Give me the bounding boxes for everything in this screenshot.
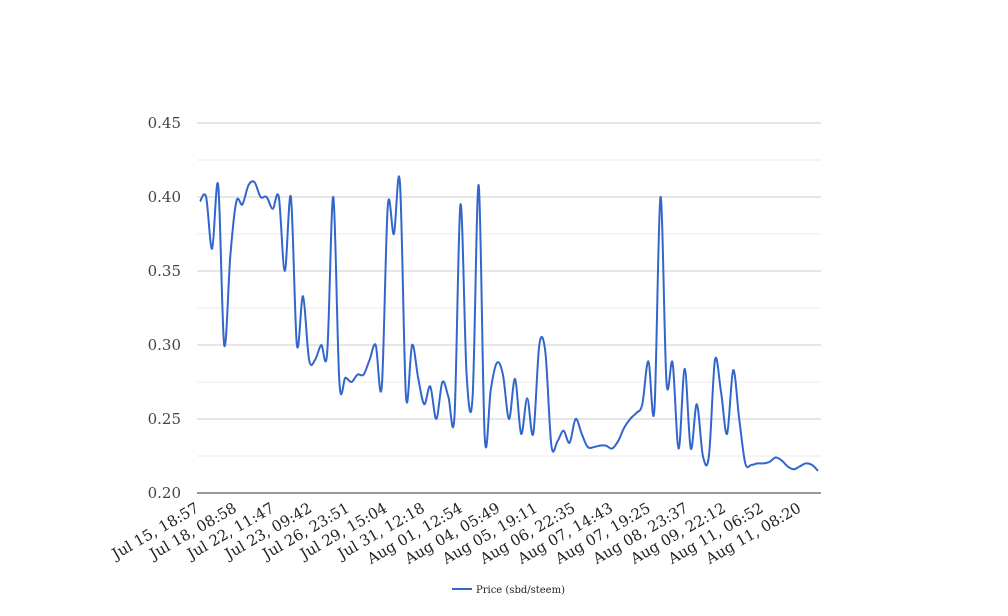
series-lines [199,175,819,472]
y-axis-tick-labels: 0.20 0.25 0.30 0.35 0.40 0.45 [148,114,181,502]
legend-label: Price (sbd/steem) [476,585,565,596]
y-tick-label: 0.25 [148,410,181,428]
grid-lines [197,122,821,494]
y-tick-label: 0.20 [148,484,181,502]
series-line [199,175,819,472]
y-tick-label: 0.45 [148,114,181,132]
y-tick-label: 0.40 [148,188,181,206]
y-tick-label: 0.35 [148,262,181,280]
legend: Price (sbd/steem) [452,585,565,596]
y-tick-label: 0.30 [148,336,181,354]
